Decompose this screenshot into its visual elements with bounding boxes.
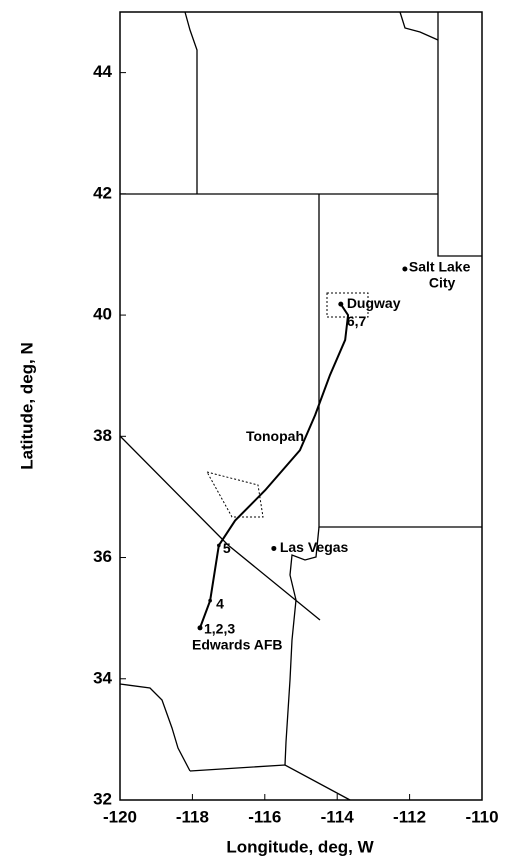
y-axis-label: Latitude, deg, N (17, 342, 36, 470)
place-label: Dugway (347, 295, 401, 311)
plot-frame (119, 11, 483, 801)
y-tick-label: 36 (93, 547, 112, 566)
waypoint-marker (339, 302, 343, 306)
y-tick-label: 42 (93, 183, 112, 202)
waypoint-label: 5 (223, 540, 231, 556)
y-tick-label: 40 (93, 305, 112, 324)
place-marker (271, 545, 277, 551)
waypoint-marker (198, 626, 202, 630)
border (119, 683, 191, 772)
x-tick-label: -118 (176, 807, 209, 826)
trajectory (199, 303, 350, 629)
x-axis-label: Longitude, deg, W (226, 837, 374, 856)
border (189, 764, 351, 801)
border (437, 12, 482, 257)
borders (119, 11, 482, 801)
y-tick-label: 34 (93, 668, 112, 687)
place-label: Tonopah (246, 428, 304, 444)
place-label: Las Vegas (280, 539, 349, 555)
x-tick-label: -116 (248, 807, 281, 826)
border (119, 435, 321, 621)
waypoint-marker (217, 543, 221, 548)
waypoint-label: 1,2,3 (204, 621, 235, 637)
border (318, 194, 482, 528)
waypoint-label: 4 (216, 595, 224, 611)
x-tick-label: -120 (103, 807, 137, 826)
border (184, 11, 198, 194)
tonopah-area (205, 471, 264, 518)
place-label: Salt Lake (409, 259, 471, 275)
x-tick-label: -112 (393, 807, 426, 826)
place-label: Edwards AFB (192, 637, 283, 653)
waypoint-label: 6,7 (347, 313, 367, 329)
y-tick-label: 32 (93, 789, 112, 808)
place-marker (402, 266, 408, 272)
x-tick-label: -110 (465, 807, 498, 826)
place-label: City (429, 275, 456, 291)
y-tick-label: 38 (93, 426, 112, 445)
border (284, 526, 320, 766)
border (399, 11, 439, 41)
y-tick-label: 44 (93, 62, 112, 81)
x-tick-label: -114 (321, 807, 355, 826)
waypoint-marker (208, 598, 212, 603)
